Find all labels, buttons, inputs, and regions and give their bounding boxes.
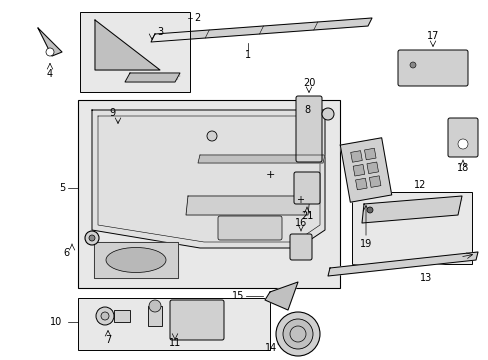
Bar: [423, 59, 437, 71]
Circle shape: [321, 108, 333, 120]
Circle shape: [366, 207, 372, 213]
FancyBboxPatch shape: [293, 172, 319, 204]
FancyBboxPatch shape: [170, 300, 224, 340]
Text: 2: 2: [193, 13, 200, 23]
FancyBboxPatch shape: [289, 234, 311, 260]
Bar: [454, 130, 470, 142]
Text: 21: 21: [300, 211, 312, 221]
Text: 16: 16: [294, 218, 306, 228]
Bar: [178, 308, 194, 320]
Text: 5: 5: [59, 183, 65, 193]
Polygon shape: [92, 110, 325, 248]
Circle shape: [283, 319, 312, 349]
Ellipse shape: [106, 248, 165, 273]
Text: 7: 7: [104, 335, 111, 345]
Text: +: +: [265, 170, 274, 180]
Bar: [200, 308, 212, 320]
Circle shape: [289, 326, 305, 342]
Text: 9: 9: [109, 108, 115, 118]
Bar: [405, 59, 419, 71]
Circle shape: [96, 307, 114, 325]
Bar: [299, 180, 309, 188]
Circle shape: [89, 235, 95, 241]
Bar: [441, 59, 455, 71]
Text: 11: 11: [168, 338, 181, 348]
Polygon shape: [350, 150, 362, 162]
Text: 10: 10: [50, 317, 62, 327]
Circle shape: [409, 62, 415, 68]
FancyBboxPatch shape: [397, 50, 467, 86]
Text: 1: 1: [244, 50, 250, 60]
Polygon shape: [151, 18, 371, 42]
Polygon shape: [198, 155, 325, 163]
Text: 4: 4: [47, 69, 53, 79]
Bar: [78, 298, 269, 350]
Bar: [302, 104, 315, 114]
Circle shape: [101, 312, 109, 320]
Polygon shape: [264, 282, 297, 310]
Polygon shape: [355, 178, 366, 190]
Polygon shape: [364, 148, 375, 160]
Text: 17: 17: [426, 31, 438, 41]
Text: 13: 13: [419, 273, 431, 283]
Polygon shape: [352, 165, 364, 176]
Text: 20: 20: [302, 78, 315, 88]
FancyBboxPatch shape: [295, 96, 321, 162]
Polygon shape: [366, 162, 378, 174]
Text: 15: 15: [231, 291, 244, 301]
Text: 6: 6: [63, 248, 69, 258]
FancyBboxPatch shape: [218, 216, 282, 240]
Bar: [295, 240, 305, 248]
Circle shape: [457, 139, 467, 149]
Polygon shape: [368, 176, 380, 187]
Text: 19: 19: [359, 239, 371, 249]
Text: 14: 14: [264, 343, 277, 353]
Polygon shape: [327, 252, 477, 276]
Polygon shape: [361, 196, 461, 223]
Polygon shape: [94, 242, 178, 278]
Circle shape: [149, 300, 161, 312]
Text: 18: 18: [456, 163, 468, 173]
Circle shape: [46, 48, 54, 56]
Text: 3: 3: [157, 27, 163, 37]
Bar: [78, 100, 339, 288]
Polygon shape: [185, 196, 309, 215]
Bar: [114, 310, 130, 322]
Bar: [302, 142, 315, 152]
Polygon shape: [125, 73, 180, 82]
Text: +: +: [295, 195, 304, 205]
Circle shape: [275, 312, 319, 356]
Bar: [302, 118, 315, 126]
FancyBboxPatch shape: [447, 118, 477, 157]
Bar: [351, 192, 471, 264]
Polygon shape: [38, 28, 62, 56]
Bar: [299, 192, 309, 198]
Polygon shape: [95, 20, 160, 70]
Circle shape: [206, 131, 217, 141]
Bar: [302, 130, 315, 138]
Text: 8: 8: [304, 105, 309, 115]
Bar: [148, 306, 162, 326]
Polygon shape: [340, 138, 391, 202]
Text: 12: 12: [413, 180, 426, 190]
Bar: [80, 12, 190, 92]
Circle shape: [85, 231, 99, 245]
